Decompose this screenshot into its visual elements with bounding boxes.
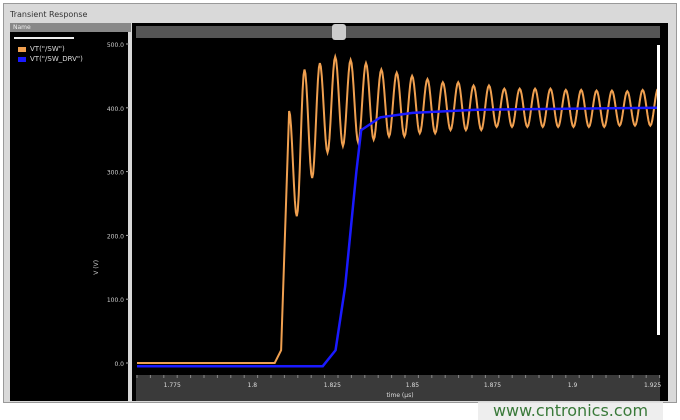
y-tick-label: 200.0 [107,233,124,240]
x-axis-area [136,375,660,401]
y-tick-label: 300.0 [107,170,124,177]
y-tick-label: 400.0 [107,106,124,113]
legend-item-sw[interactable]: VT("/SW") [18,45,65,53]
blue-swatch-icon [18,56,26,62]
divider [14,37,74,39]
y-tick-label: 0.0 [114,361,124,368]
x-tick-label: 1.925 [644,382,661,389]
legend-label: VT("/SW_DRV") [30,55,83,63]
series-sw-line [137,52,659,364]
y-axis-label: V (V) [93,260,100,275]
watermark: www.cntronics.com [478,402,663,420]
window-title: Transient Response [10,10,88,19]
signal-list-panel: Name VT("/SW") VT("/SW_DRV") [10,23,131,401]
x-tick-label: 1.875 [484,382,501,389]
orange-swatch-icon [18,46,26,52]
x-tick-label: 1.825 [324,382,341,389]
name-column-header[interactable]: Name [10,23,131,32]
vertical-scrollbar[interactable] [657,45,660,335]
x-tick-label: 1.85 [406,382,420,389]
waveform-chart: 0.0 100.0 200.0 300.0 400.0 500.0 V (V) 1.775 1.… [93,42,661,399]
y-tick-label: 500.0 [107,42,124,49]
series-sw-drv-line [137,106,660,368]
y-tick-label: 100.0 [107,297,124,304]
scroll-thumb[interactable] [332,24,346,40]
x-tick-label: 1.9 [568,382,578,389]
x-tick-label: 1.8 [248,382,258,389]
horizontal-scrollbar[interactable] [136,24,660,40]
x-axis-label: time (µs) [386,392,413,399]
transient-response-window: Transient Response Name VT("/SW") VT("/S… [3,3,677,403]
legend-item-sw-drv[interactable]: VT("/SW_DRV") [18,55,83,63]
plot-area[interactable]: 0.0 100.0 200.0 300.0 400.0 500.0 V (V) 1.775 1.… [93,23,668,401]
legend-label: VT("/SW") [30,45,65,53]
x-tick-label: 1.775 [164,382,181,389]
